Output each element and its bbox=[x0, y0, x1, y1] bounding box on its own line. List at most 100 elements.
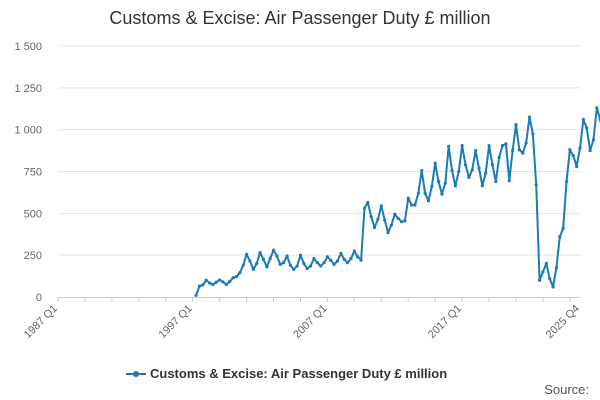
data-point[interactable] bbox=[554, 266, 559, 270]
data-point[interactable] bbox=[490, 163, 495, 167]
data-point[interactable] bbox=[221, 280, 225, 284]
data-point[interactable] bbox=[376, 217, 380, 221]
data-point[interactable] bbox=[288, 263, 292, 267]
data-point[interactable] bbox=[480, 184, 484, 188]
data-point[interactable] bbox=[342, 257, 346, 261]
data-point[interactable] bbox=[383, 218, 387, 222]
data-point[interactable] bbox=[527, 115, 532, 119]
data-point[interactable] bbox=[443, 181, 447, 185]
data-point[interactable] bbox=[352, 249, 356, 253]
data-point[interactable] bbox=[322, 261, 326, 265]
data-point[interactable] bbox=[450, 169, 454, 173]
data-point[interactable] bbox=[275, 254, 279, 258]
data-point[interactable] bbox=[204, 278, 208, 282]
data-point[interactable] bbox=[514, 123, 518, 127]
data-point[interactable] bbox=[356, 255, 360, 259]
data-point[interactable] bbox=[571, 154, 575, 158]
data-point[interactable] bbox=[504, 142, 508, 146]
data-point[interactable] bbox=[403, 219, 407, 223]
data-point[interactable] bbox=[295, 264, 299, 268]
data-point[interactable] bbox=[194, 293, 198, 297]
data-point[interactable] bbox=[248, 259, 252, 263]
data-point[interactable] bbox=[214, 280, 218, 284]
data-point[interactable] bbox=[231, 276, 235, 280]
data-point[interactable] bbox=[329, 258, 333, 262]
data-point[interactable] bbox=[315, 261, 319, 265]
data-point[interactable] bbox=[585, 126, 589, 130]
data-point[interactable] bbox=[258, 251, 262, 255]
data-point[interactable] bbox=[416, 191, 420, 195]
data-point[interactable] bbox=[474, 148, 478, 153]
data-point[interactable] bbox=[366, 200, 370, 205]
data-point[interactable] bbox=[410, 203, 414, 207]
data-point[interactable] bbox=[517, 148, 521, 152]
data-point[interactable] bbox=[234, 274, 239, 279]
data-point[interactable] bbox=[271, 248, 276, 252]
data-point[interactable] bbox=[325, 255, 330, 259]
data-point[interactable] bbox=[440, 192, 444, 196]
data-point[interactable] bbox=[551, 285, 555, 289]
data-point[interactable] bbox=[467, 175, 471, 179]
data-point[interactable] bbox=[507, 179, 511, 183]
data-point[interactable] bbox=[447, 144, 451, 148]
data-point[interactable] bbox=[511, 148, 515, 153]
data-point[interactable] bbox=[436, 179, 441, 184]
data-point[interactable] bbox=[426, 199, 431, 203]
data-point[interactable] bbox=[278, 262, 282, 266]
data-point[interactable] bbox=[396, 216, 400, 220]
data-point[interactable] bbox=[460, 143, 464, 148]
data-point[interactable] bbox=[389, 223, 394, 227]
data-point[interactable] bbox=[332, 262, 336, 266]
data-point[interactable] bbox=[207, 281, 212, 285]
data-point[interactable] bbox=[588, 148, 592, 153]
data-point[interactable] bbox=[379, 204, 383, 208]
data-point[interactable] bbox=[430, 184, 434, 189]
data-point[interactable] bbox=[484, 171, 488, 175]
data-point[interactable] bbox=[463, 163, 468, 167]
data-point[interactable] bbox=[372, 225, 377, 230]
data-point[interactable] bbox=[319, 264, 323, 268]
data-point[interactable] bbox=[591, 138, 596, 142]
data-point[interactable] bbox=[406, 196, 410, 200]
data-point[interactable] bbox=[423, 191, 427, 195]
data-point[interactable] bbox=[251, 267, 255, 271]
data-point[interactable] bbox=[282, 261, 286, 265]
data-point[interactable] bbox=[244, 252, 249, 256]
data-point[interactable] bbox=[305, 266, 309, 271]
data-point[interactable] bbox=[292, 267, 296, 271]
data-point[interactable] bbox=[228, 280, 232, 284]
legend[interactable]: Customs & Excise: Air Passenger Duty £ m… bbox=[126, 366, 447, 381]
data-point[interactable] bbox=[265, 265, 269, 269]
data-point[interactable] bbox=[548, 276, 552, 281]
data-point[interactable] bbox=[298, 253, 303, 257]
data-point[interactable] bbox=[285, 254, 289, 258]
data-point[interactable] bbox=[346, 261, 350, 265]
data-point[interactable] bbox=[359, 258, 363, 262]
data-point[interactable] bbox=[497, 155, 501, 159]
data-point[interactable] bbox=[581, 118, 585, 122]
data-point[interactable] bbox=[201, 283, 205, 287]
data-point[interactable] bbox=[531, 132, 535, 136]
data-point[interactable] bbox=[302, 261, 306, 266]
data-point[interactable] bbox=[561, 226, 565, 230]
data-point[interactable] bbox=[224, 282, 228, 287]
data-point[interactable] bbox=[568, 148, 572, 152]
data-point[interactable] bbox=[335, 259, 340, 263]
data-point[interactable] bbox=[433, 161, 437, 165]
data-point[interactable] bbox=[494, 179, 498, 184]
data-point[interactable] bbox=[399, 220, 404, 224]
data-point[interactable] bbox=[339, 251, 343, 256]
data-point[interactable] bbox=[524, 141, 528, 145]
data-point[interactable] bbox=[558, 235, 562, 239]
data-point[interactable] bbox=[457, 169, 461, 174]
data-point[interactable] bbox=[595, 106, 599, 110]
data-point[interactable] bbox=[541, 270, 545, 274]
data-point[interactable] bbox=[470, 168, 474, 172]
data-point[interactable] bbox=[477, 166, 481, 170]
data-point[interactable] bbox=[544, 261, 548, 266]
data-point[interactable] bbox=[521, 151, 525, 155]
data-point[interactable] bbox=[218, 278, 222, 282]
data-point[interactable] bbox=[369, 215, 373, 219]
data-point[interactable] bbox=[362, 206, 367, 210]
data-point[interactable] bbox=[211, 282, 215, 287]
